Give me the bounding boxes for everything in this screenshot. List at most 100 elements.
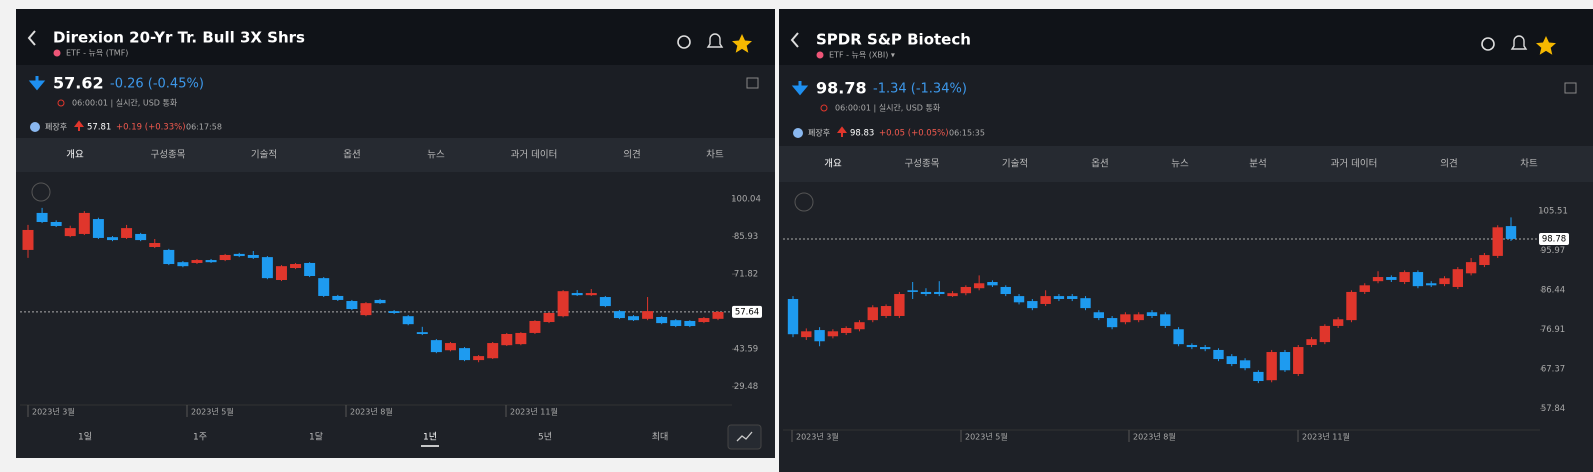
- chart-bg: [779, 182, 1593, 472]
- candle-body: [670, 320, 682, 327]
- star-icon[interactable]: [732, 34, 752, 53]
- down-arrow: [28, 76, 46, 91]
- candle-body: [1226, 356, 1237, 365]
- candle-body: [1053, 296, 1065, 299]
- candle-body: [1279, 352, 1291, 371]
- bell-icon[interactable]: [1510, 35, 1528, 50]
- candle-body: [1293, 347, 1304, 374]
- candle-body: [121, 228, 133, 238]
- after-time: 06:17:58: [186, 123, 222, 132]
- expand-icon[interactable]: [31, 182, 51, 202]
- candle-body: [1213, 349, 1224, 360]
- tab[interactable]: 의견: [1440, 158, 1457, 170]
- share-icon[interactable]: [1564, 82, 1577, 94]
- candle-body: [1067, 296, 1078, 299]
- tab[interactable]: 구성종목: [905, 159, 940, 170]
- bell-icon[interactable]: [706, 33, 724, 48]
- tab[interactable]: 과거 데이터: [1331, 159, 1378, 170]
- back-icon[interactable]: [790, 32, 799, 48]
- candle-body: [360, 303, 372, 316]
- candle-body: [960, 286, 972, 294]
- last-price-label: 57.64: [735, 307, 759, 317]
- tab[interactable]: 개요: [66, 150, 84, 161]
- candle-body: [1133, 314, 1144, 321]
- candle-body: [1359, 285, 1370, 292]
- candle-body: [1319, 325, 1331, 343]
- candle-body: [402, 316, 414, 325]
- candle-body: [827, 331, 839, 337]
- last-price-box: [732, 305, 762, 318]
- tab[interactable]: 개요: [824, 159, 842, 170]
- candle-body: [1492, 227, 1503, 256]
- candle-body: [332, 295, 344, 300]
- candle-body: [1093, 312, 1105, 319]
- tab[interactable]: 뉴스: [427, 150, 445, 161]
- candle-body: [613, 311, 625, 319]
- candle-body: [219, 254, 231, 261]
- up-arrow: [74, 120, 84, 131]
- candle-body: [1505, 226, 1517, 239]
- range-button[interactable]: 1주: [193, 432, 207, 443]
- expand-icon[interactable]: [794, 192, 814, 212]
- tab[interactable]: 분석: [1249, 159, 1266, 170]
- tab[interactable]: 의견: [623, 149, 640, 161]
- clock-icon: [820, 104, 828, 112]
- search-icon[interactable]: [1481, 37, 1495, 51]
- tab[interactable]: 옵션: [343, 150, 360, 161]
- candle-body: [628, 316, 640, 321]
- range-button[interactable]: 5년: [538, 432, 552, 443]
- tab[interactable]: 뉴스: [1171, 159, 1189, 170]
- moon-icon: [793, 128, 803, 138]
- tabs-bg: [16, 138, 775, 172]
- x-tick-label: 2023년 5월: [191, 407, 234, 417]
- price: 57.62: [53, 74, 104, 93]
- tab[interactable]: 구성종목: [151, 150, 186, 161]
- range-button[interactable]: 최대: [652, 432, 669, 443]
- after-change: +0.19 (+0.33%): [116, 123, 186, 133]
- header-bg: [16, 9, 775, 65]
- candle-body: [854, 322, 865, 330]
- chart-type-button[interactable]: [727, 424, 762, 450]
- range-button[interactable]: 1일: [78, 432, 92, 443]
- back-icon[interactable]: [27, 30, 36, 46]
- tab[interactable]: 기술적: [251, 149, 277, 161]
- candle-body: [92, 219, 104, 238]
- tab[interactable]: 차트: [706, 149, 724, 161]
- range-button[interactable]: 1달: [309, 431, 323, 443]
- tab[interactable]: 기술적: [1002, 158, 1028, 170]
- header-bg: [779, 9, 1593, 65]
- candle-body: [275, 266, 287, 280]
- candle-body: [585, 293, 597, 296]
- after-price: 98.83: [850, 129, 874, 139]
- candle-body: [1439, 278, 1450, 285]
- candle-body: [1173, 329, 1184, 345]
- candle-body: [1479, 255, 1490, 266]
- tab[interactable]: 옵션: [1091, 159, 1108, 170]
- candle-body: [814, 330, 825, 342]
- candle-body: [1106, 318, 1118, 328]
- candle-body: [1399, 272, 1410, 283]
- candle-body: [543, 312, 555, 323]
- candle-body: [430, 340, 442, 353]
- x-tick-label: 2023년 3월: [32, 407, 75, 417]
- share-icon[interactable]: [746, 77, 759, 89]
- candle-body: [50, 221, 62, 226]
- tab[interactable]: 차트: [1520, 158, 1538, 170]
- after-label: 폐장후: [808, 128, 830, 138]
- clock-icon: [57, 99, 65, 107]
- candle-body: [1465, 262, 1477, 274]
- range-button[interactable]: 1년: [423, 432, 437, 443]
- candle-body: [1346, 291, 1357, 321]
- x-tick-label: 2023년 8월: [350, 407, 393, 417]
- candle-body: [1000, 286, 1011, 295]
- y-tick-label: 67.37: [1541, 365, 1565, 375]
- candle-body: [1186, 344, 1198, 348]
- search-icon[interactable]: [677, 35, 691, 49]
- y-tick-label: 85.93: [734, 232, 758, 242]
- title: Direxion 20-Yr Tr. Bull 3X Shrs: [53, 29, 305, 47]
- star-icon[interactable]: [1535, 36, 1556, 55]
- tab[interactable]: 과거 데이터: [511, 150, 558, 161]
- candle-body: [515, 332, 527, 345]
- candle-body: [557, 291, 569, 317]
